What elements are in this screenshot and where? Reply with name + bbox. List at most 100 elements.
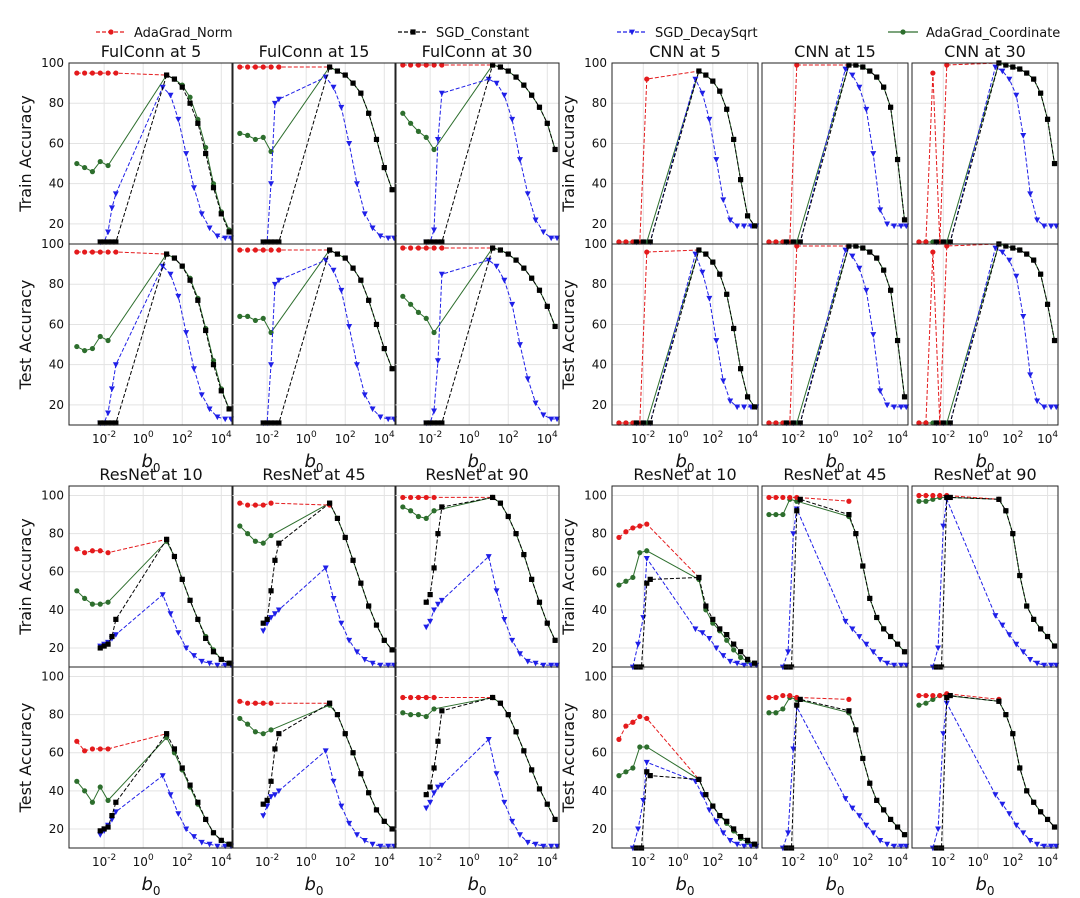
data-point [1006,811,1013,817]
y-tick-label: 60 [592,746,607,760]
data-point [366,603,372,609]
x-tick-exponent: -2 [270,430,279,440]
data-point [74,778,80,784]
data-point [389,826,395,832]
x-tick-label: 10-2 [931,853,955,869]
data-point [1051,160,1058,167]
data-point [1024,251,1030,257]
data-point [431,245,437,251]
data-point [260,801,266,807]
data-point [268,420,274,426]
data-point [940,420,946,426]
data-point [218,388,224,394]
series-adagrad-norm [616,68,702,245]
data-point [175,293,182,300]
data-point [210,830,217,836]
data-point [616,420,622,426]
data-point [167,611,174,617]
data-point [187,94,193,100]
series-line [425,738,557,847]
data-point [731,641,737,647]
data-point [751,841,758,847]
data-point [1048,223,1055,230]
data-point [353,832,360,838]
data-point [260,628,267,634]
data-point [431,508,437,514]
data-point [877,837,884,844]
data-point [423,805,430,812]
data-point [97,645,103,651]
data-point [245,700,251,706]
data-point [260,813,267,819]
data-point [89,746,96,752]
x-tick-exponent: 2 [513,430,519,440]
series-adagrad-coordinate [237,247,395,372]
y-axis-label: Train Accuracy [16,518,35,636]
data-point [894,337,901,344]
data-point [338,104,345,111]
data-point [616,582,622,588]
data-point [1031,257,1037,263]
data-point [644,521,650,527]
data-point [1006,632,1013,638]
y-tick-label: 40 [592,177,607,191]
y-tick-label: 40 [592,603,607,617]
series-line [636,70,755,243]
data-point [97,158,103,165]
data-point [766,694,772,701]
series-line [919,693,999,700]
data-point [330,84,337,91]
data-point [877,388,884,395]
panel-frame [68,485,234,668]
x-tick-label: 10-2 [781,853,805,869]
panel-frame [911,485,1059,668]
x-tick-base: 10 [211,855,226,869]
data-point [647,420,653,426]
series-sgd-decaysqrt [423,737,561,850]
series-line [425,555,557,666]
data-point [1006,257,1013,264]
data-point [105,229,112,236]
data-point [696,776,702,783]
series-line [936,496,1055,668]
series-line [919,243,999,424]
data-point [853,531,859,537]
data-point [521,82,527,88]
data-point [187,782,193,788]
data-point [544,801,550,807]
x-axis-label-base: b [675,874,686,895]
legend-label: AdaGrad_Norm [134,26,232,41]
data-point [237,698,243,704]
data-point [853,62,859,68]
x-tick-label: 102 [335,853,356,869]
data-point [616,534,622,541]
x-tick-exponent: 4 [902,430,908,440]
x-tick-base: 10 [781,855,796,869]
data-point [252,502,259,508]
x-tick-label: 10-2 [92,430,116,446]
data-point [724,818,730,824]
data-point [794,508,800,514]
data-point [493,588,500,594]
x-tick-exponent: 4 [552,430,558,440]
data-point [1003,712,1009,718]
data-point [439,708,445,714]
data-point [260,700,266,706]
x-tick-exponent: 2 [718,430,724,440]
data-point [1041,662,1048,669]
data-point [245,132,251,138]
series-adagrad-norm [766,692,852,702]
series-adagrad-coordinate [237,500,395,653]
data-point [891,662,898,669]
data-point [358,277,364,283]
data-point [423,624,430,631]
x-tick-base: 10 [737,855,752,869]
y-tick-label: 40 [49,784,64,798]
x-tick-base: 10 [668,855,683,869]
x-tick-base: 10 [852,855,867,869]
data-point [373,321,380,328]
data-point [346,324,353,330]
data-point [423,245,429,251]
data-point [524,839,531,846]
data-point [493,80,500,87]
